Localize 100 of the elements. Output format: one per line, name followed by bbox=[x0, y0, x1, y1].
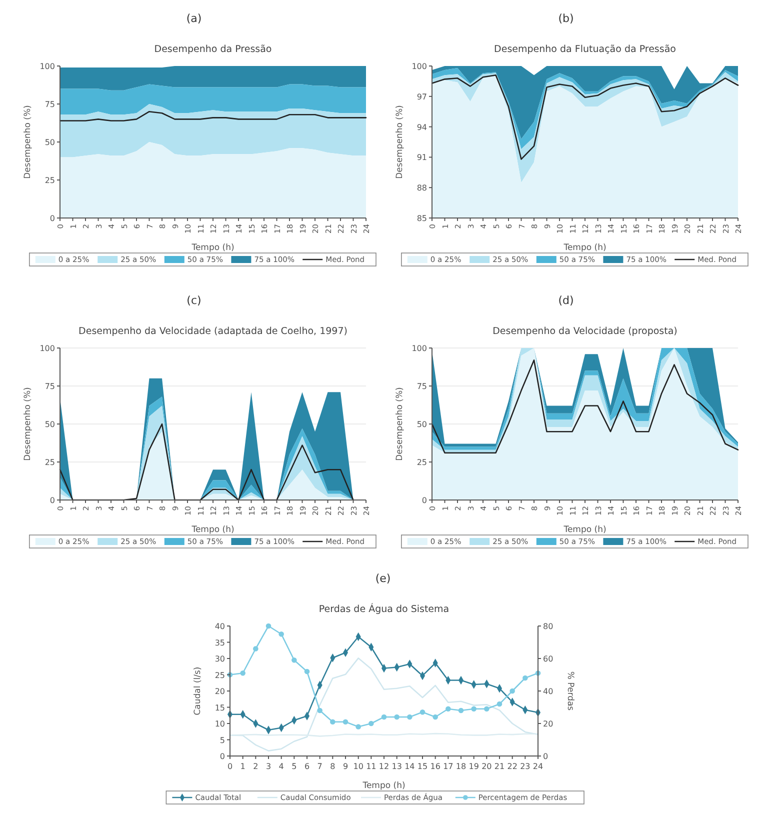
point bbox=[446, 706, 451, 712]
chart-subtitle: (a) bbox=[186, 12, 202, 25]
x-tick-label: 14 bbox=[404, 762, 415, 771]
y-axis-title: Desempenho (%) bbox=[23, 105, 33, 179]
point bbox=[368, 720, 374, 726]
y2-tick-label: 80 bbox=[543, 622, 554, 631]
y-axis-title: Desempenho (%) bbox=[395, 387, 405, 461]
point bbox=[304, 668, 310, 674]
y-tick-label: 30 bbox=[214, 654, 225, 664]
point bbox=[394, 714, 400, 720]
point bbox=[240, 670, 246, 676]
point bbox=[420, 709, 426, 715]
y-tick-label: 0 bbox=[50, 496, 55, 505]
x-tick-label: 21 bbox=[494, 762, 505, 771]
line-series bbox=[431, 74, 739, 160]
line-series bbox=[59, 110, 367, 122]
x-tick-label: 17 bbox=[443, 762, 454, 771]
x-axis-title: Tempo (h) bbox=[190, 243, 234, 253]
y-axis-title: Desempenho (%) bbox=[23, 387, 33, 461]
y2-tick-label: 60 bbox=[543, 654, 554, 664]
x-axis-title: Tempo (h) bbox=[562, 243, 606, 253]
x-tick-label: 22 bbox=[507, 762, 518, 771]
x-tick-label: 0 bbox=[227, 762, 233, 771]
x-tick-label: 24 bbox=[532, 762, 544, 771]
x-axis-title: Tempo (h) bbox=[562, 525, 606, 535]
y-tick-label: 25 bbox=[44, 458, 55, 467]
chart-title: Desempenho da Velocidade (proposta) bbox=[492, 326, 678, 337]
y-axis-title: Caudal (l/s) bbox=[193, 666, 203, 716]
x-tick-label: 9 bbox=[342, 762, 348, 771]
chart-subtitle: (e) bbox=[375, 572, 391, 585]
y-tick-label: 35 bbox=[214, 638, 225, 648]
point bbox=[484, 706, 490, 712]
x-tick-label: 1 bbox=[240, 762, 246, 771]
chart-title: Perdas de Água do Sistema bbox=[318, 603, 450, 615]
x-tick-label: 23 bbox=[520, 762, 530, 771]
chart-subtitle: (c) bbox=[186, 294, 202, 307]
point bbox=[407, 714, 412, 720]
y2-axis-title: % Perdas bbox=[565, 671, 575, 712]
y-tick-label: 85 bbox=[416, 214, 427, 223]
y-tick-label: 25 bbox=[214, 670, 225, 680]
point bbox=[510, 688, 515, 694]
x-tick-label: 18 bbox=[456, 762, 466, 771]
point bbox=[278, 631, 284, 637]
point bbox=[471, 706, 476, 712]
x-tick-label: 5 bbox=[292, 762, 297, 771]
y-tick-label: 5 bbox=[220, 736, 225, 745]
y-tick-label: 75 bbox=[416, 382, 427, 391]
point bbox=[342, 719, 348, 725]
point bbox=[458, 708, 464, 714]
y-tick-label: 40 bbox=[214, 622, 225, 631]
y-axis-title: Desempenho (%) bbox=[395, 105, 405, 179]
y-tick-label: 100 bbox=[412, 344, 427, 353]
x-tick-label: 11 bbox=[366, 762, 376, 771]
point bbox=[356, 724, 361, 730]
y-tick-label: 91 bbox=[416, 153, 427, 162]
y-tick-label: 10 bbox=[214, 720, 225, 728]
point bbox=[496, 701, 502, 707]
y2-tick-label: 0 bbox=[543, 752, 548, 761]
point bbox=[292, 657, 297, 663]
point bbox=[317, 708, 322, 714]
point bbox=[432, 714, 438, 720]
x-axis-title: Tempo (h) bbox=[190, 525, 234, 535]
chart-title: Desempenho da Flutuação da Pressão bbox=[494, 44, 676, 55]
x-tick-label: 3 bbox=[266, 762, 272, 771]
y-tick-label: 0 bbox=[220, 752, 225, 761]
x-tick-label: 7 bbox=[317, 762, 322, 771]
x-tick-label: 2 bbox=[253, 762, 258, 771]
y-tick-label: 88 bbox=[416, 184, 427, 193]
chart-title: Desempenho da Pressão bbox=[154, 44, 272, 55]
y-tick-label: 25 bbox=[44, 176, 55, 185]
x-axis-title: Tempo (h) bbox=[362, 781, 406, 791]
point bbox=[330, 719, 336, 725]
x-tick-label: 20 bbox=[482, 762, 492, 771]
y-tick-label: 15 bbox=[214, 703, 225, 712]
y-tick-label: 50 bbox=[44, 138, 55, 147]
y2-tick-label: 20 bbox=[543, 720, 554, 728]
y2-tick-label: 40 bbox=[543, 687, 554, 696]
x-tick-label: 16 bbox=[430, 762, 440, 771]
x-tick-label: 8 bbox=[330, 762, 336, 771]
x-tick-label: 4 bbox=[278, 762, 284, 771]
chart-subtitle: (b) bbox=[558, 12, 574, 25]
y-tick-label: 100 bbox=[412, 62, 427, 71]
y-tick-label: 25 bbox=[416, 458, 427, 467]
y-tick-label: 97 bbox=[416, 92, 427, 102]
point bbox=[266, 623, 272, 629]
y-tick-label: 20 bbox=[214, 687, 225, 696]
chart-subtitle: (d) bbox=[558, 294, 574, 307]
y-tick-label: 100 bbox=[40, 344, 55, 353]
y-tick-label: 94 bbox=[416, 122, 427, 132]
y-tick-label: 0 bbox=[50, 214, 55, 223]
y-tick-label: 75 bbox=[44, 100, 55, 109]
x-tick-label: 13 bbox=[392, 762, 402, 771]
x-tick-label: 19 bbox=[468, 762, 479, 771]
point bbox=[522, 675, 528, 681]
point bbox=[381, 714, 387, 720]
y-tick-label: 75 bbox=[44, 382, 55, 391]
x-tick-label: 12 bbox=[378, 762, 390, 771]
chart-title: Desempenho da Velocidade (adaptada de Coelho, 1997) bbox=[78, 326, 348, 337]
y-tick-label: 50 bbox=[416, 420, 427, 429]
point bbox=[253, 646, 258, 652]
